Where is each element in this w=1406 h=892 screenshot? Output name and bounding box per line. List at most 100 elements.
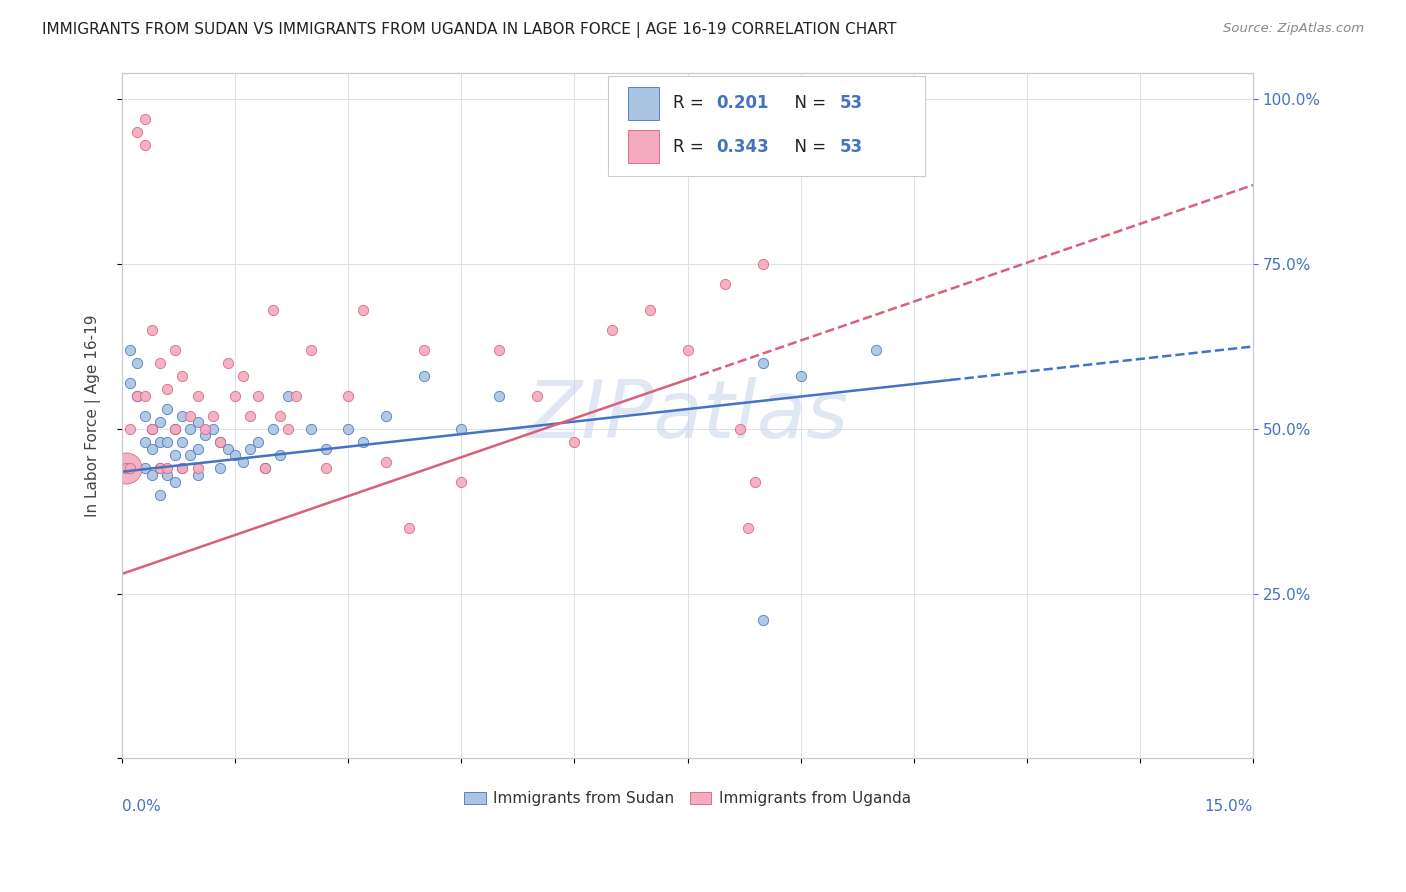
Point	[134, 461, 156, 475]
Point	[163, 343, 186, 357]
Point	[730, 422, 752, 436]
Point	[118, 343, 141, 357]
Point	[299, 422, 322, 436]
Point	[134, 138, 156, 153]
Point	[134, 389, 156, 403]
Y-axis label: In Labor Force | Age 16-19: In Labor Force | Age 16-19	[86, 314, 101, 517]
Point	[149, 415, 172, 429]
Point	[179, 448, 201, 462]
Point	[865, 343, 887, 357]
Point	[156, 467, 179, 482]
Point	[352, 303, 374, 318]
Point	[172, 369, 194, 384]
Point	[375, 455, 398, 469]
Point	[186, 442, 208, 456]
Point	[789, 369, 811, 384]
Point	[375, 409, 398, 423]
Point	[141, 467, 163, 482]
Point	[284, 389, 307, 403]
Point	[201, 422, 224, 436]
Point	[232, 369, 254, 384]
Point	[172, 435, 194, 450]
Point	[149, 461, 172, 475]
Point	[277, 422, 299, 436]
Text: ZIPatlas: ZIPatlas	[526, 376, 849, 455]
Point	[269, 448, 291, 462]
Point	[127, 125, 149, 139]
Point	[186, 415, 208, 429]
Point	[412, 343, 434, 357]
Point	[156, 382, 179, 396]
Point	[299, 343, 322, 357]
Point	[239, 442, 262, 456]
Point	[752, 257, 775, 271]
Point	[337, 422, 360, 436]
Point	[564, 435, 586, 450]
Text: 53: 53	[841, 137, 863, 156]
Text: 53: 53	[841, 95, 863, 112]
Point	[141, 422, 163, 436]
Point	[315, 461, 337, 475]
Point	[201, 409, 224, 423]
Point	[224, 389, 246, 403]
Text: 15.0%: 15.0%	[1205, 799, 1253, 814]
Point	[246, 435, 269, 450]
Point	[337, 389, 360, 403]
Point	[714, 277, 737, 291]
Point	[398, 521, 420, 535]
Point	[186, 389, 208, 403]
Point	[156, 435, 179, 450]
Point	[118, 376, 141, 390]
Point	[156, 461, 179, 475]
Legend: Immigrants from Sudan, Immigrants from Uganda: Immigrants from Sudan, Immigrants from U…	[458, 785, 917, 813]
Point	[232, 455, 254, 469]
Point	[163, 422, 186, 436]
Point	[450, 422, 472, 436]
Text: IMMIGRANTS FROM SUDAN VS IMMIGRANTS FROM UGANDA IN LABOR FORCE | AGE 16-19 CORRE: IMMIGRANTS FROM SUDAN VS IMMIGRANTS FROM…	[42, 22, 897, 38]
Point	[149, 461, 172, 475]
Text: 0.201: 0.201	[716, 95, 768, 112]
Point	[127, 389, 149, 403]
Point	[315, 442, 337, 456]
Point	[737, 521, 759, 535]
Point	[254, 461, 277, 475]
Point	[134, 409, 156, 423]
Point	[217, 356, 239, 370]
Point	[277, 389, 299, 403]
Point	[179, 409, 201, 423]
Point	[352, 435, 374, 450]
Point	[149, 435, 172, 450]
Point	[156, 402, 179, 417]
Point	[638, 303, 661, 318]
Point	[600, 323, 623, 337]
Point	[134, 112, 156, 127]
Point	[224, 448, 246, 462]
Point	[209, 435, 232, 450]
Point	[172, 461, 194, 475]
Point	[134, 435, 156, 450]
Point	[163, 422, 186, 436]
Point	[262, 303, 284, 318]
Point	[186, 467, 208, 482]
Text: R =: R =	[673, 95, 709, 112]
Point	[186, 461, 208, 475]
Point	[118, 422, 141, 436]
Point	[141, 442, 163, 456]
Point	[163, 448, 186, 462]
Point	[450, 475, 472, 489]
Point	[115, 461, 138, 475]
Point	[209, 435, 232, 450]
Point	[269, 409, 291, 423]
Point	[115, 461, 138, 475]
Point	[149, 488, 172, 502]
FancyBboxPatch shape	[609, 77, 925, 176]
Point	[412, 369, 434, 384]
Point	[752, 356, 775, 370]
Point	[179, 422, 201, 436]
Point	[676, 343, 699, 357]
Point	[194, 422, 217, 436]
Point	[127, 356, 149, 370]
Point	[172, 461, 194, 475]
Bar	[627, 87, 659, 120]
Point	[141, 323, 163, 337]
